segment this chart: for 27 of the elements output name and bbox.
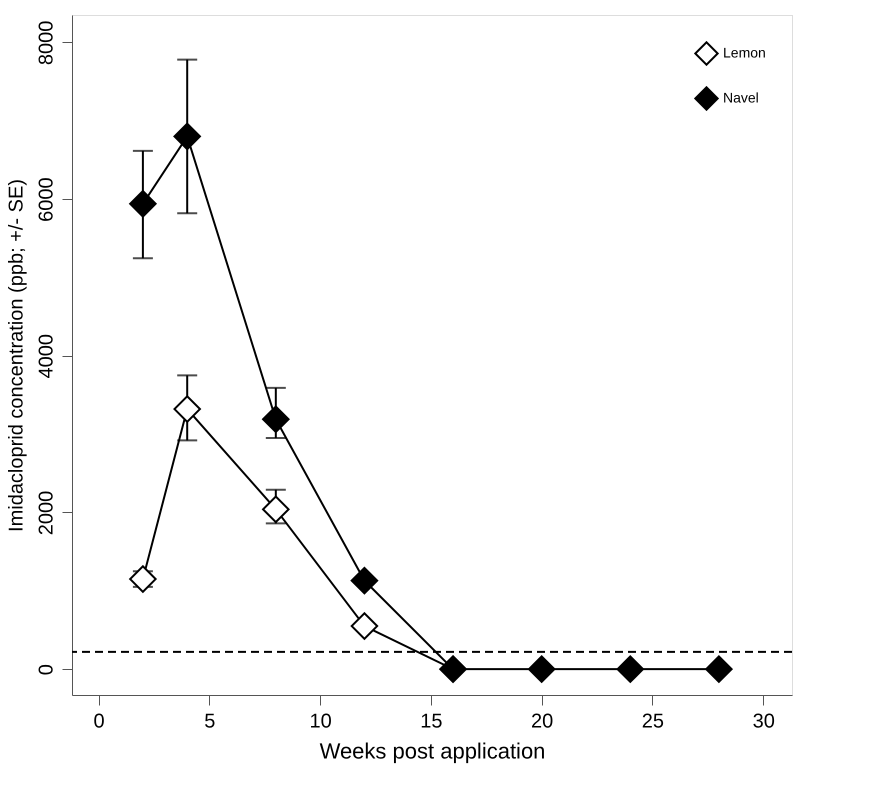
x-tick-label: 0 xyxy=(94,710,105,732)
point xyxy=(129,190,157,218)
point xyxy=(528,655,556,683)
x-tick-label: 10 xyxy=(310,710,332,732)
x-tick-label: 25 xyxy=(642,710,664,732)
point xyxy=(262,496,290,524)
y-tick-label: 8000 xyxy=(36,20,58,66)
x-tick-label: 15 xyxy=(420,710,443,732)
x-axis-title: Weeks post application xyxy=(320,738,546,764)
y-tick-label: 4000 xyxy=(36,334,58,379)
x-tick-label: 5 xyxy=(204,710,216,732)
legend-label: Navel xyxy=(723,90,759,106)
point xyxy=(616,655,644,683)
point xyxy=(173,395,201,423)
y-tick-label: 6000 xyxy=(36,177,58,222)
point xyxy=(262,405,290,433)
point xyxy=(173,122,201,150)
x-tick-label: 30 xyxy=(752,710,775,732)
point xyxy=(705,655,733,683)
point xyxy=(129,565,157,593)
y-tick-label: 2000 xyxy=(36,490,58,536)
y-axis-title: Imidacloprid concentration (ppb; +/- SE) xyxy=(6,179,28,532)
point xyxy=(350,612,378,640)
point xyxy=(350,566,378,594)
legend-label: Lemon xyxy=(723,44,766,60)
x-tick-label: 20 xyxy=(531,710,554,732)
y-tick-label: 0 xyxy=(36,664,58,676)
